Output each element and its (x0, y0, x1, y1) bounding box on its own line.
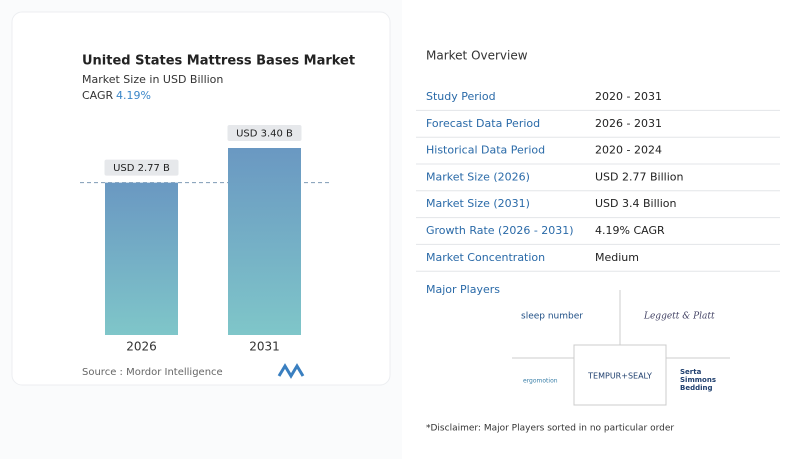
player-logo: sleep number (521, 312, 583, 322)
row-label: Growth Rate (2026 - 2031) (426, 224, 574, 237)
chart-subtitle: Market Size in USD Billion (82, 73, 223, 86)
row-label: Market Size (2026) (426, 170, 530, 183)
bar (105, 182, 178, 335)
chart-title: United States Mattress Bases Market (82, 54, 355, 69)
player-logo: Serta Simmons Bedding (680, 368, 716, 392)
player-logo: ergomotion (523, 378, 558, 385)
cagr-label: CAGR (82, 89, 114, 102)
row-label: Market Concentration (426, 251, 545, 264)
value-label-box (227, 125, 302, 141)
x-tick-label: 2031 (249, 340, 280, 354)
players-title: Major Players (426, 283, 500, 296)
overview-title: Market Overview (426, 49, 528, 63)
row-label: Study Period (426, 90, 496, 103)
row-value: USD 2.77 Billion (595, 170, 683, 183)
player-logo-box: Serta Simmons Bedding (680, 368, 716, 392)
logo (277, 363, 305, 379)
row-value: 2020 - 2031 (595, 90, 662, 103)
player-logo: TEMPUR+SEALY (587, 372, 652, 381)
divider-box (573, 344, 667, 406)
source: Source : Mordor Intelligence (82, 367, 223, 378)
row-value: 2020 - 2024 (595, 144, 662, 157)
overview-panel (402, 0, 800, 459)
row-value: USD 3.4 Billion (595, 197, 676, 210)
row-label: Market Size (2031) (426, 197, 530, 210)
row-value: Medium (595, 251, 639, 264)
value-label-box (104, 159, 179, 176)
x-tick-label: 2026 (126, 340, 157, 354)
bar (228, 148, 301, 335)
row-value: 4.19% CAGR (595, 224, 665, 237)
row-label: Forecast Data Period (426, 117, 540, 130)
value-label: USD 3.40 B (236, 129, 293, 140)
player-logo: Leggett & Platt (643, 312, 715, 322)
row-label: Historical Data Period (426, 144, 545, 157)
disclaimer: *Disclaimer: Major Players sorted in no … (426, 424, 674, 434)
row-value: 2026 - 2031 (595, 117, 662, 130)
value-label: USD 2.77 B (113, 163, 170, 174)
cagr-value: 4.19% (116, 89, 151, 102)
